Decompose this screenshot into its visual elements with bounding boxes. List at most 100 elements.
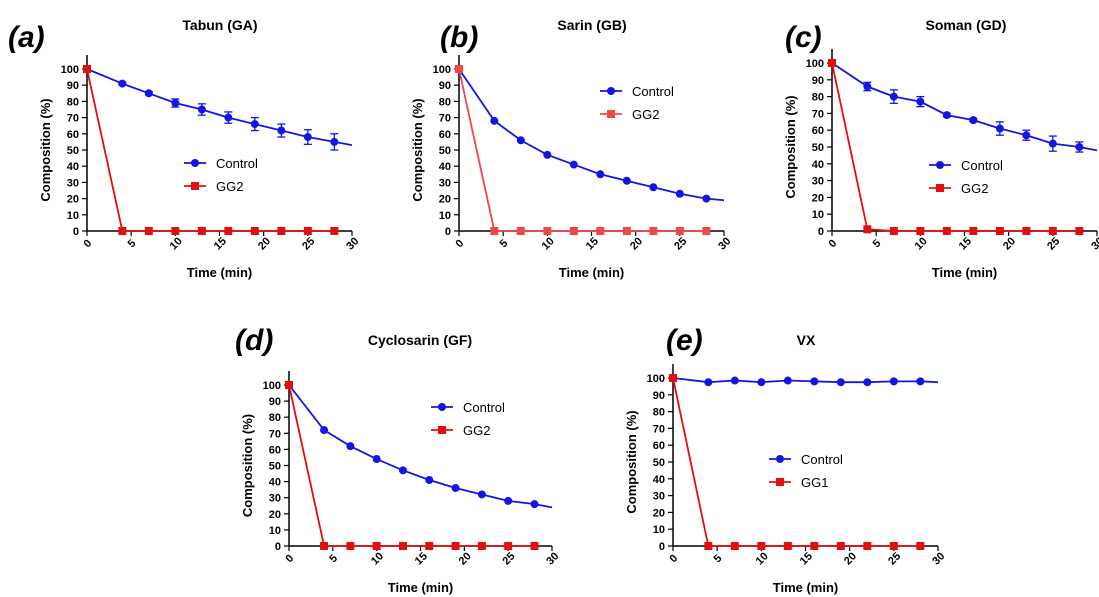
y-tick-label: 80 — [439, 96, 451, 108]
y-tick-label: 0 — [818, 226, 824, 238]
data-point — [303, 227, 312, 235]
data-point — [828, 59, 836, 67]
data-point — [942, 111, 951, 120]
y-axis-label: Composition (%) — [410, 98, 425, 201]
data-point — [916, 227, 925, 235]
x-tick-label: 10 — [168, 235, 185, 252]
data-point — [783, 376, 792, 385]
x-tick-label: 20 — [842, 550, 859, 567]
y-axis-label: Composition (%) — [240, 414, 255, 517]
y-tick-label: 10 — [439, 210, 451, 222]
x-tick-label: 30 — [1089, 235, 1099, 252]
y-tick-label: 20 — [653, 507, 665, 519]
series-line — [86, 68, 353, 147]
data-point — [622, 227, 631, 235]
y-tick-label: 0 — [275, 541, 281, 553]
y-tick-label: 70 — [439, 113, 451, 125]
data-point — [836, 378, 845, 387]
data-point — [730, 542, 739, 550]
y-axis-label: Composition (%) — [783, 95, 798, 198]
y-tick-label: 40 — [269, 477, 281, 489]
data-point — [995, 227, 1004, 235]
y-tick-label: 20 — [812, 192, 824, 204]
y-axis-label: Composition (%) — [624, 410, 639, 513]
data-point — [704, 378, 713, 387]
legend-entry-control: Control — [769, 452, 843, 467]
x-tick-label: 0 — [81, 237, 94, 250]
legend-label: Control — [632, 84, 674, 99]
x-tick-label: 15 — [798, 550, 815, 567]
data-point — [83, 65, 91, 73]
series-control — [455, 65, 725, 203]
legend-entry-control: Control — [929, 158, 1003, 173]
data-point — [889, 377, 898, 386]
legend-label: GG2 — [463, 423, 490, 438]
data-point — [1022, 227, 1031, 235]
chart-panel-a: (a) Tabun (GA) 0 10 20 30 40 50 60 70 80 90 100 0 5 10 1… — [8, 17, 361, 280]
data-point — [144, 89, 153, 98]
x-tick-label: 10 — [540, 235, 557, 252]
x-tick-label: 25 — [672, 235, 689, 252]
x-tick-label: 25 — [300, 235, 317, 252]
x-axis-label: Time (min) — [932, 265, 998, 280]
data-point — [1075, 227, 1084, 235]
x-axis-label: Time (min) — [187, 265, 253, 280]
data-point — [372, 542, 381, 550]
data-point — [916, 542, 925, 550]
y-tick-label: 100 — [263, 380, 281, 392]
x-tick-label: 0 — [667, 552, 680, 565]
x-tick-label: 30 — [930, 550, 947, 567]
legend-label: GG2 — [961, 181, 988, 196]
legend-marker — [438, 426, 446, 434]
data-point — [398, 542, 407, 550]
data-point — [1048, 227, 1057, 235]
x-tick-label: 25 — [500, 550, 517, 567]
data-point — [197, 227, 206, 235]
legend-label: Control — [961, 158, 1003, 173]
legend-marker — [438, 403, 446, 411]
x-tick-label: 0 — [453, 237, 466, 250]
y-tick-label: 60 — [653, 440, 665, 452]
y-tick-label: 70 — [269, 428, 281, 440]
y-tick-label: 20 — [439, 194, 451, 206]
legend-entry-gg2: GG2 — [929, 181, 988, 196]
series-gg2 — [828, 59, 1084, 235]
y-tick-label: 60 — [269, 444, 281, 456]
x-tick-label: 20 — [628, 235, 645, 252]
series-line — [672, 377, 921, 547]
y-tick-label: 30 — [67, 177, 79, 189]
y-tick-label: 90 — [653, 390, 665, 402]
data-point — [995, 124, 1004, 133]
data-point — [197, 105, 206, 114]
data-point — [277, 126, 286, 135]
x-tick-label: 25 — [886, 550, 903, 567]
data-point — [455, 65, 463, 73]
y-tick-label: 70 — [653, 423, 665, 435]
data-point — [346, 542, 355, 550]
x-tick-label: 10 — [913, 235, 930, 252]
x-tick-label: 5 — [871, 237, 884, 250]
chart-title: Sarin (GB) — [557, 17, 626, 33]
data-point — [330, 137, 339, 146]
chart-panel-d: (d) Cyclosarin (GF)0102030405060708090100… — [235, 324, 561, 595]
x-tick-label: 30 — [716, 235, 733, 252]
series-line — [288, 384, 553, 509]
data-point — [669, 374, 677, 382]
series-gg2 — [285, 381, 539, 550]
data-point — [916, 97, 925, 106]
series-line — [458, 68, 725, 202]
legend-label: Control — [216, 156, 258, 171]
legend-marker — [776, 455, 784, 463]
x-tick-label: 5 — [327, 552, 340, 565]
data-point — [277, 227, 286, 235]
x-axis-label: Time (min) — [388, 580, 454, 595]
data-point — [171, 227, 180, 235]
data-point — [863, 542, 872, 550]
series-line — [458, 68, 707, 232]
chart-title: Soman (GD) — [926, 17, 1007, 33]
data-point — [144, 227, 153, 235]
y-tick-label: 60 — [67, 129, 79, 141]
data-point — [889, 227, 898, 235]
y-tick-label: 0 — [445, 226, 451, 238]
